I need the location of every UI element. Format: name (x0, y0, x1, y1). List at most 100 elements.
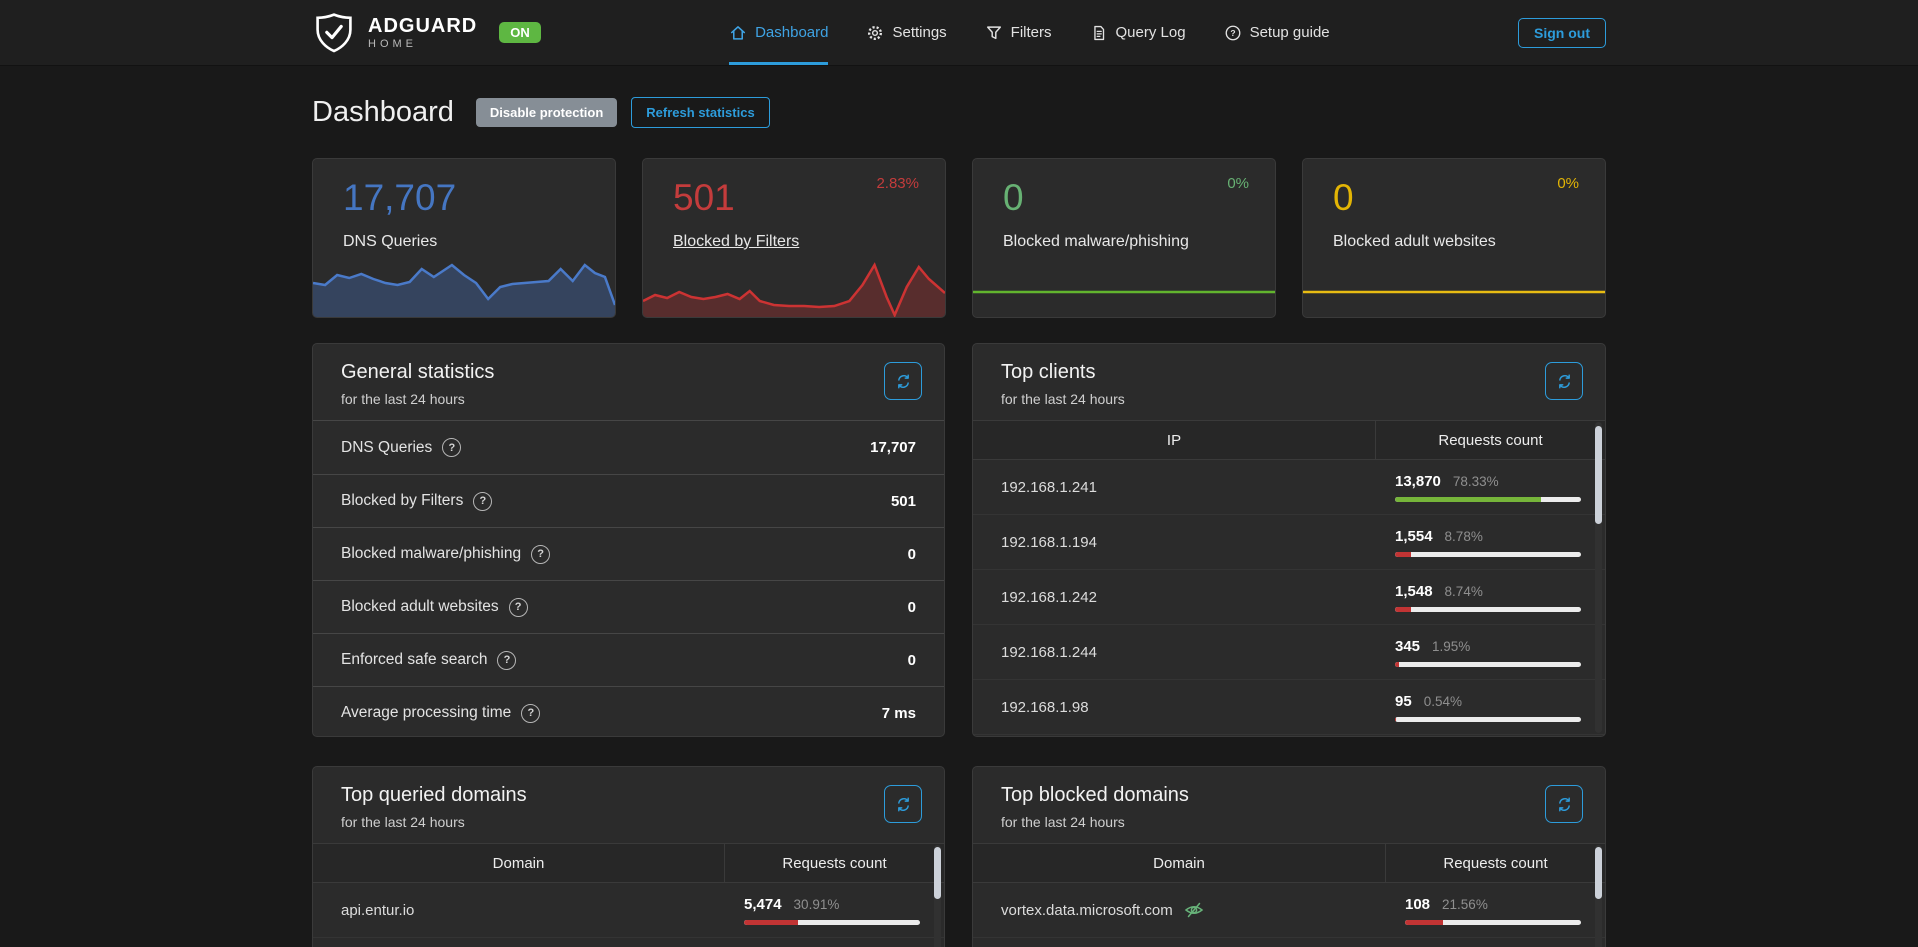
scrollbar-thumb[interactable] (1595, 847, 1602, 899)
top-nav: ADGUARD HOME ON Dashboard (0, 0, 1918, 66)
stats-label: Enforced safe search (341, 651, 488, 668)
progress-bar (1395, 661, 1581, 667)
nav-item-settings[interactable]: Settings (866, 0, 947, 65)
stats-row: Enforced safe search ? 0 (313, 633, 944, 686)
request-percent: 0.54% (1423, 693, 1462, 709)
disable-protection-button[interactable]: Disable protection (475, 98, 618, 127)
table-row: vortex.data.microsoft.com 108 21.56% (973, 883, 1605, 938)
refresh-panel-button[interactable] (884, 362, 922, 400)
page-header: Dashboard Disable protection Refresh sta… (312, 96, 1606, 129)
client-ip: 192.168.1.241 (1001, 478, 1097, 496)
scrollbar-thumb[interactable] (934, 847, 941, 899)
request-percent: 8.74% (1444, 583, 1483, 599)
stat-percent: 2.83% (876, 175, 919, 192)
general-statistics-panel: General statistics for the last 24 hours… (312, 343, 945, 737)
nav-item-setup-guide[interactable]: ? Setup guide (1224, 0, 1330, 65)
panel-subtitle: for the last 24 hours (341, 814, 465, 830)
progress-bar (1395, 716, 1581, 722)
panel-subtitle: for the last 24 hours (1001, 814, 1125, 830)
table-row: 192.168.1.98 95 0.54% (973, 680, 1605, 735)
stat-value: 0 (1003, 177, 1024, 218)
domain-name: api.entur.io (341, 901, 415, 919)
general-statistics-table: DNS Queries ? 17,707 Blocked by Filters … (313, 420, 944, 736)
panel-title: Top clients (1001, 361, 1096, 383)
refresh-panel-button[interactable] (1545, 785, 1583, 823)
help-icon[interactable]: ? (497, 650, 517, 670)
refresh-icon (895, 796, 912, 813)
top-clients-panel: Top clients for the last 24 hours IP Req… (972, 343, 1606, 737)
protection-status-badge: ON (499, 22, 541, 43)
question-circle-icon: ? (1224, 24, 1242, 42)
sign-out-button[interactable]: Sign out (1518, 17, 1606, 48)
table-row: 192.168.1.242 1,548 8.74% (973, 570, 1605, 625)
eye-slash-icon (1183, 900, 1205, 920)
stat-percent: 0% (1227, 175, 1249, 192)
help-icon[interactable]: ? (521, 703, 541, 723)
progress-bar (744, 919, 920, 925)
nav-item-query-log[interactable]: Query Log (1090, 0, 1186, 65)
nav-item-label: Filters (1010, 24, 1052, 41)
client-ip: 192.168.1.244 (1001, 643, 1097, 661)
top-queried-domains-panel: Top queried domains for the last 24 hour… (312, 766, 945, 947)
brand-sub: HOME (368, 37, 417, 50)
request-count: 5,474 (744, 895, 782, 913)
nav-item-filters[interactable]: Filters (985, 0, 1052, 65)
help-icon[interactable]: ? (442, 438, 462, 457)
refresh-statistics-button[interactable]: Refresh statistics (631, 97, 770, 128)
nav-item-label: Setup guide (1249, 24, 1330, 41)
table-row: 192.168.1.244 345 1.95% (973, 625, 1605, 680)
page-title: Dashboard (312, 96, 454, 128)
refresh-icon (1556, 373, 1573, 390)
refresh-panel-button[interactable] (884, 785, 922, 823)
nav-item-label: Settings (892, 24, 947, 41)
table-row: 192.168.1.241 13,870 78.33% (973, 460, 1605, 515)
refresh-icon (1556, 796, 1573, 813)
column-header-domain: Domain (1153, 854, 1205, 872)
request-count: 95 (1395, 692, 1412, 710)
request-count: 345 (1395, 637, 1421, 655)
nav-item-dashboard[interactable]: Dashboard (729, 0, 829, 65)
stat-card-blocked-adult: 0% 0 Blocked adult websites (1302, 158, 1606, 318)
help-icon[interactable]: ? (508, 597, 528, 617)
stats-label: Blocked adult websites (341, 598, 499, 615)
panel-subtitle: for the last 24 hours (341, 391, 465, 407)
blocked-by-filters-link[interactable]: Blocked by Filters (673, 233, 800, 250)
stat-label: Blocked malware/phishing (1003, 233, 1189, 250)
progress-bar (1395, 606, 1581, 612)
table-row: 192.168.1.194 1,554 8.78% (973, 515, 1605, 570)
stats-value: 501 (890, 492, 916, 510)
stats-row: Blocked by Filters ? 501 (313, 474, 944, 527)
adguard-brand: ADGUARD HOME ON (312, 12, 541, 54)
client-ip: 192.168.1.98 (1001, 698, 1089, 716)
stats-label: DNS Queries (341, 438, 433, 456)
help-icon[interactable]: ? (531, 544, 551, 564)
request-percent: 21.56% (1442, 896, 1488, 912)
column-header-requests: Requests count (1375, 421, 1605, 459)
help-icon[interactable]: ? (473, 491, 493, 511)
stats-label: Blocked by Filters (341, 492, 464, 509)
stats-value: 0 (907, 598, 916, 616)
request-count: 1,554 (1395, 527, 1433, 545)
top-blocked-domains-panel: Top blocked domains for the last 24 hour… (972, 766, 1606, 947)
panel-title: Top queried domains (341, 784, 527, 806)
stat-percent: 0% (1557, 175, 1579, 192)
scrollbar-track (934, 845, 941, 947)
request-percent: 8.78% (1444, 528, 1483, 544)
column-header-domain: Domain (492, 854, 545, 872)
stats-label: Blocked malware/phishing (341, 545, 522, 562)
progress-bar (1395, 496, 1581, 502)
progress-bar (1395, 551, 1581, 557)
panel-title: Top blocked domains (1001, 784, 1189, 806)
svg-text:?: ? (1230, 28, 1235, 38)
client-ip: 192.168.1.242 (1001, 588, 1097, 606)
refresh-panel-button[interactable] (1545, 362, 1583, 400)
stats-value: 0 (907, 545, 916, 563)
stats-row: DNS Queries ? 17,707 (313, 421, 944, 474)
table-header: IP Requests count (973, 420, 1605, 460)
stat-cards: 17,707 DNS Queries 2.83% 501 Blocked by … (312, 158, 1606, 318)
domain-name: vortex.data.microsoft.com (1001, 901, 1173, 919)
shield-logo-icon (312, 12, 356, 54)
column-header-requests: Requests count (1385, 844, 1605, 882)
table-header: Domain Requests count (313, 843, 944, 883)
scrollbar-thumb[interactable] (1595, 426, 1602, 524)
